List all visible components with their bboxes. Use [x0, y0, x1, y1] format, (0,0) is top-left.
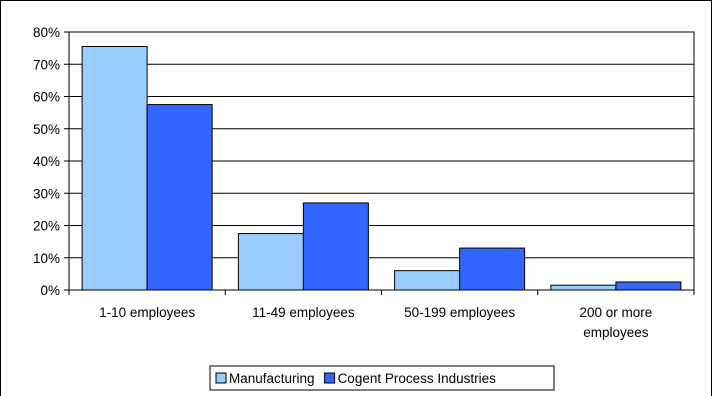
- y-tick-label: 0%: [40, 283, 60, 298]
- legend-swatch-cogent: [324, 372, 336, 384]
- y-tick-label: 70%: [33, 57, 60, 72]
- bar-manufacturing-1: [81, 46, 148, 291]
- x-category-label: 50-199 employees: [404, 305, 515, 320]
- x-category-label: 11-49 employees: [252, 305, 355, 320]
- y-tick-label: 60%: [33, 90, 60, 105]
- axes: [64, 31, 695, 295]
- bar-cogent-4: [615, 281, 682, 291]
- y-tick-label: 80%: [33, 25, 60, 40]
- legend: Manufacturing Cogent Process Industries: [209, 365, 555, 391]
- bar-manufacturing-2: [237, 233, 304, 291]
- legend-label-manufacturing: Manufacturing: [229, 371, 315, 386]
- y-tick-label: 10%: [33, 251, 60, 266]
- bars: [81, 46, 682, 291]
- bar-cogent-3: [459, 247, 526, 291]
- y-tick-label: 40%: [33, 154, 60, 169]
- y-tick-label: 30%: [33, 186, 60, 201]
- y-tick-label: 50%: [33, 122, 60, 137]
- bar-cogent-2: [302, 202, 369, 291]
- legend-swatch-manufacturing: [215, 372, 227, 384]
- y-tick-label: 20%: [33, 219, 60, 234]
- y-tick-labels: 0% 10% 20% 30% 40% 50% 60% 70% 80%: [33, 25, 60, 298]
- bar-manufacturing-4: [550, 284, 617, 291]
- bar-cogent-1: [146, 104, 213, 291]
- legend-label-cogent: Cogent Process Industries: [338, 371, 497, 386]
- legend-box: [209, 365, 555, 391]
- x-category-label: 1-10 employees: [99, 305, 195, 320]
- x-category-labels: 1-10 employees 11-49 employees 50-199 empl…: [99, 305, 652, 340]
- bar-manufacturing-3: [394, 270, 461, 291]
- x-category-label: 200 or more employees: [579, 305, 652, 340]
